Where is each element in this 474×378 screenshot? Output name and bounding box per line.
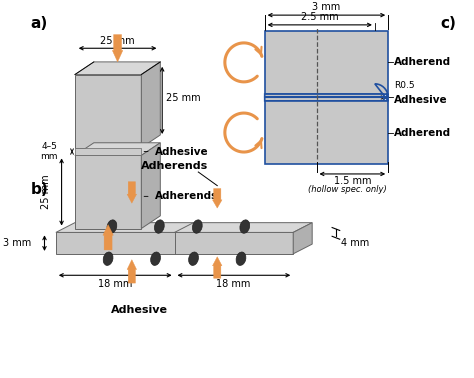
Ellipse shape <box>107 220 117 233</box>
Text: a): a) <box>30 16 47 31</box>
Polygon shape <box>212 257 222 278</box>
Text: c): c) <box>440 16 456 31</box>
Ellipse shape <box>192 220 202 233</box>
Text: b): b) <box>30 182 48 197</box>
Polygon shape <box>56 232 293 254</box>
Text: 18 mm: 18 mm <box>98 279 132 289</box>
Text: 3 mm: 3 mm <box>3 238 31 248</box>
Polygon shape <box>264 84 388 111</box>
Text: Adherend: Adherend <box>394 57 451 67</box>
Polygon shape <box>127 182 137 203</box>
Polygon shape <box>75 62 160 74</box>
Ellipse shape <box>155 220 164 233</box>
Text: 3 mm: 3 mm <box>312 2 340 12</box>
Polygon shape <box>103 225 113 250</box>
FancyBboxPatch shape <box>264 31 388 94</box>
Polygon shape <box>75 148 141 155</box>
Ellipse shape <box>240 220 250 233</box>
Text: 18 mm: 18 mm <box>216 279 251 289</box>
Polygon shape <box>141 62 160 148</box>
Polygon shape <box>75 143 160 155</box>
Text: 4 mm: 4 mm <box>341 238 369 248</box>
Ellipse shape <box>236 252 246 265</box>
Text: Adhesive: Adhesive <box>394 95 447 105</box>
Text: 4–5
mm: 4–5 mm <box>40 142 58 161</box>
Ellipse shape <box>151 252 161 265</box>
Text: 25 mm: 25 mm <box>166 93 201 103</box>
Text: 1.5 mm: 1.5 mm <box>334 176 371 186</box>
Text: Adherends: Adherends <box>155 191 218 201</box>
Ellipse shape <box>189 252 199 265</box>
Polygon shape <box>293 223 312 254</box>
Polygon shape <box>75 74 141 148</box>
Text: Adherend: Adherend <box>394 127 451 138</box>
Text: R0.5: R0.5 <box>394 81 414 90</box>
FancyBboxPatch shape <box>264 101 388 164</box>
Polygon shape <box>141 143 160 229</box>
Text: (hollow spec. only): (hollow spec. only) <box>308 185 387 194</box>
Text: Adherends: Adherends <box>141 161 208 171</box>
Text: 2.5 mm: 2.5 mm <box>301 12 338 22</box>
Polygon shape <box>112 35 123 62</box>
Polygon shape <box>75 155 141 229</box>
Text: Adhesive: Adhesive <box>155 147 208 156</box>
Polygon shape <box>212 189 222 208</box>
Text: 25 mm: 25 mm <box>100 36 135 46</box>
Ellipse shape <box>103 252 113 265</box>
Text: Adhesive: Adhesive <box>111 305 168 315</box>
Polygon shape <box>56 223 312 232</box>
Polygon shape <box>127 260 137 283</box>
Text: 25 mm: 25 mm <box>41 174 51 209</box>
